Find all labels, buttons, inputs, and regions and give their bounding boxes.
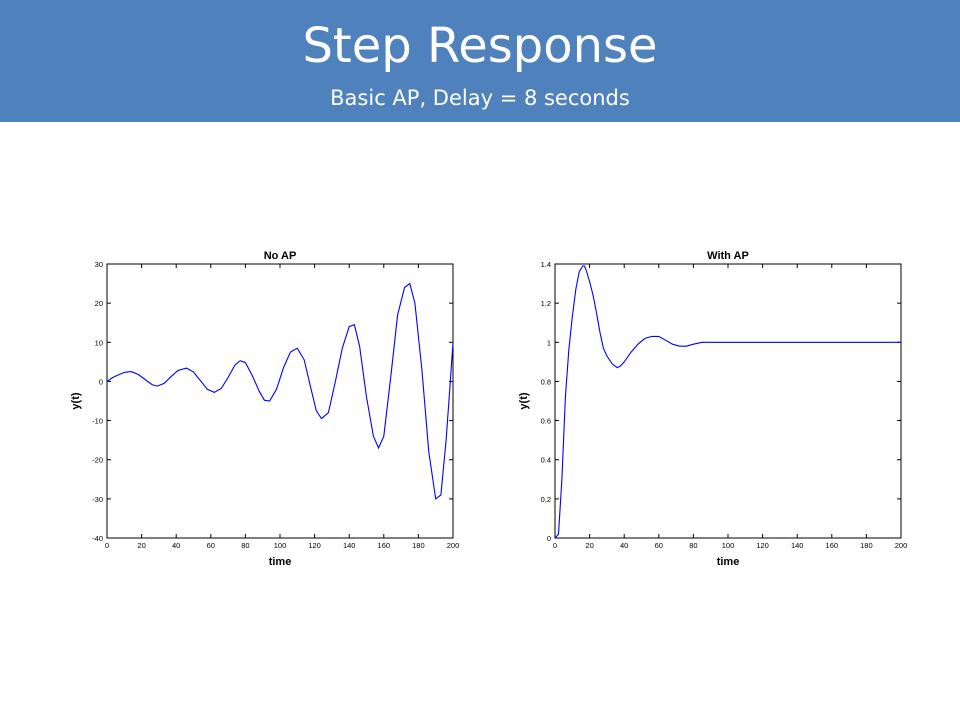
y-tick-label: -40 bbox=[92, 534, 103, 543]
y-tick-label: 0.6 bbox=[541, 417, 551, 426]
y-tick-label: 1 bbox=[547, 338, 551, 347]
x-tick-label: 140 bbox=[343, 541, 356, 550]
x-tick-label: 40 bbox=[620, 541, 628, 550]
chart-title: No AP bbox=[264, 250, 297, 262]
x-tick-label: 20 bbox=[585, 541, 593, 550]
x-tick-label: 180 bbox=[860, 541, 873, 550]
x-tick-label: 100 bbox=[722, 541, 735, 550]
y-tick-label: 1.2 bbox=[541, 299, 551, 308]
x-axis-label: time bbox=[717, 556, 740, 568]
x-tick-label: 160 bbox=[826, 541, 839, 550]
x-tick-label: 120 bbox=[756, 541, 769, 550]
series-line bbox=[554, 265, 901, 539]
x-tick-label: 0 bbox=[553, 541, 557, 550]
y-axis-label: y(t) bbox=[70, 392, 82, 409]
y-tick-label: -20 bbox=[92, 456, 103, 465]
x-tick-label: 40 bbox=[172, 541, 180, 550]
y-tick-label: 0 bbox=[99, 377, 103, 386]
y-tick-label: 30 bbox=[95, 260, 103, 269]
y-tick-label: 0.4 bbox=[541, 456, 551, 465]
x-tick-label: 100 bbox=[274, 541, 287, 550]
plot-area bbox=[554, 263, 902, 539]
chart-no-ap: 0 20 40 60 80 100 120 140 160 180 200 -40 -30 -20 -10 0… bbox=[70, 250, 460, 568]
series-line bbox=[106, 282, 454, 500]
x-tick-label: 180 bbox=[412, 541, 425, 550]
x-tick-label: 140 bbox=[791, 541, 804, 550]
slide-header: Step Response Basic AP, Delay = 8 second… bbox=[0, 0, 960, 122]
y-tick-label: 1.4 bbox=[541, 260, 551, 269]
x-tick-label: 20 bbox=[137, 541, 145, 550]
chart-with-ap: 0 20 40 60 80 100 120 140 160 180 200 0 0.2 0.4 0.6 0.8… bbox=[518, 250, 908, 568]
x-tick-label: 60 bbox=[207, 541, 215, 550]
x-tick-label: 0 bbox=[105, 541, 109, 550]
plot-area bbox=[106, 263, 454, 539]
x-tick-label: 120 bbox=[308, 541, 321, 550]
x-tick-label: 200 bbox=[895, 541, 908, 550]
slide-subtitle: Basic AP, Delay = 8 seconds bbox=[330, 86, 630, 110]
y-tick-label: 20 bbox=[95, 299, 103, 308]
x-tick-label: 160 bbox=[378, 541, 391, 550]
slide-title: Step Response bbox=[302, 18, 658, 74]
x-tick-label: 200 bbox=[447, 541, 460, 550]
x-tick-label: 80 bbox=[689, 541, 697, 550]
y-tick-label: 0.2 bbox=[541, 495, 551, 504]
y-axis-label: y(t) bbox=[518, 392, 530, 409]
x-tick-label: 60 bbox=[655, 541, 663, 550]
y-tick-label: -10 bbox=[92, 417, 103, 426]
y-tick-label: 0 bbox=[547, 534, 551, 543]
y-tick-label: -30 bbox=[92, 495, 103, 504]
chart-title: With AP bbox=[707, 250, 749, 262]
y-tick-label: 10 bbox=[95, 338, 103, 347]
y-tick-label: 0.8 bbox=[541, 377, 551, 386]
x-axis-label: time bbox=[269, 556, 292, 568]
x-tick-label: 80 bbox=[241, 541, 249, 550]
